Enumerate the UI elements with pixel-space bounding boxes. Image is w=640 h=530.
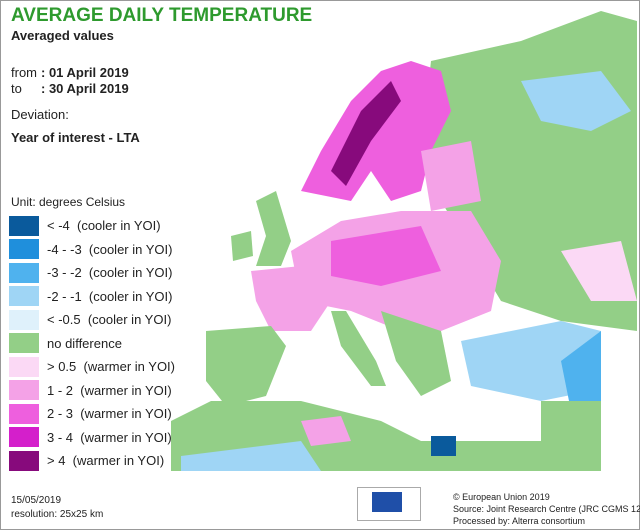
legend-item: no difference (9, 332, 175, 356)
legend: < -4 (cooler in YOI) -4 - -3 (cooler in Y… (9, 214, 175, 473)
legend-swatch (9, 450, 39, 471)
cool-patch (521, 71, 631, 131)
subtitle: Averaged values (11, 28, 114, 43)
cool-patch (181, 441, 321, 471)
land-iberia (206, 326, 286, 406)
legend-swatch (9, 380, 39, 401)
land-finland (421, 141, 481, 211)
legend-item: -3 - -2 (cooler in YOI) (9, 261, 175, 285)
to-date: : 30 April 2019 (41, 81, 129, 96)
land-uk (256, 191, 291, 266)
processed: Processed by: Alterra consortium (453, 516, 586, 526)
legend-item: > 0.5 (warmer in YOI) (9, 355, 175, 379)
legend-label: -4 - -3 (cooler in YOI) (47, 241, 173, 257)
deviation-label: Deviation: (11, 107, 69, 122)
legend-label: 2 - 3 (warmer in YOI) (47, 406, 172, 422)
legend-label: > 4 (warmer in YOI) (47, 453, 165, 469)
legend-item: 1 - 2 (warmer in YOI) (9, 379, 175, 403)
source: Source: Joint Research Centre (JRC CGMS … (453, 504, 640, 514)
title: AVERAGE DAILY TEMPERATURE (11, 5, 313, 26)
cold-patch (431, 436, 456, 456)
hot-patch (331, 81, 401, 186)
legend-label: -2 - -1 (cooler in YOI) (47, 288, 173, 304)
land-levant (541, 401, 601, 471)
eu-logo (357, 487, 421, 521)
warm-patch (561, 241, 637, 301)
legend-label: no difference (47, 335, 122, 351)
eu-flag (372, 492, 402, 512)
legend-swatch (9, 286, 39, 307)
legend-swatch (9, 309, 39, 330)
legend-item: 2 - 3 (warmer in YOI) (9, 402, 175, 426)
legend-item: < -4 (cooler in YOI) (9, 214, 175, 238)
legend-label: > 0.5 (warmer in YOI) (47, 359, 175, 375)
legend-item: < -0.5 (cooler in YOI) (9, 308, 175, 332)
legend-label: < -4 (cooler in YOI) (47, 218, 161, 234)
legend-item: > 4 (warmer in YOI) (9, 449, 175, 473)
warm-patch (331, 226, 441, 286)
legend-swatch (9, 262, 39, 283)
legend-swatch (9, 239, 39, 260)
to-label: to (11, 81, 22, 96)
warm-patch (301, 416, 351, 446)
legend-swatch (9, 333, 39, 354)
deviation-value: Year of interest - LTA (11, 130, 140, 145)
from-label: from (11, 65, 37, 80)
legend-item: 3 - 4 (warmer in YOI) (9, 426, 175, 450)
legend-label: 3 - 4 (warmer in YOI) (47, 429, 172, 445)
legend-label: < -0.5 (cooler in YOI) (47, 312, 172, 328)
legend-swatch (9, 356, 39, 377)
land-france (251, 266, 331, 331)
resolution: resolution: 25x25 km (11, 509, 104, 520)
copyright: © European Union 2019 (453, 492, 550, 502)
legend-item: -4 - -3 (cooler in YOI) (9, 238, 175, 262)
legend-swatch (9, 427, 39, 448)
legend-title: Unit: degrees Celsius (11, 195, 126, 209)
legend-swatch (9, 215, 39, 236)
land-balkans (381, 311, 451, 396)
from-date: : 01 April 2019 (41, 65, 129, 80)
land-ireland (231, 231, 253, 261)
cool-patch (561, 331, 601, 411)
legend-label: -3 - -2 (cooler in YOI) (47, 265, 173, 281)
legend-swatch (9, 403, 39, 424)
date: 15/05/2019 (11, 495, 62, 506)
land-italy (331, 311, 386, 386)
legend-item: -2 - -1 (cooler in YOI) (9, 285, 175, 309)
legend-label: 1 - 2 (warmer in YOI) (47, 382, 172, 398)
